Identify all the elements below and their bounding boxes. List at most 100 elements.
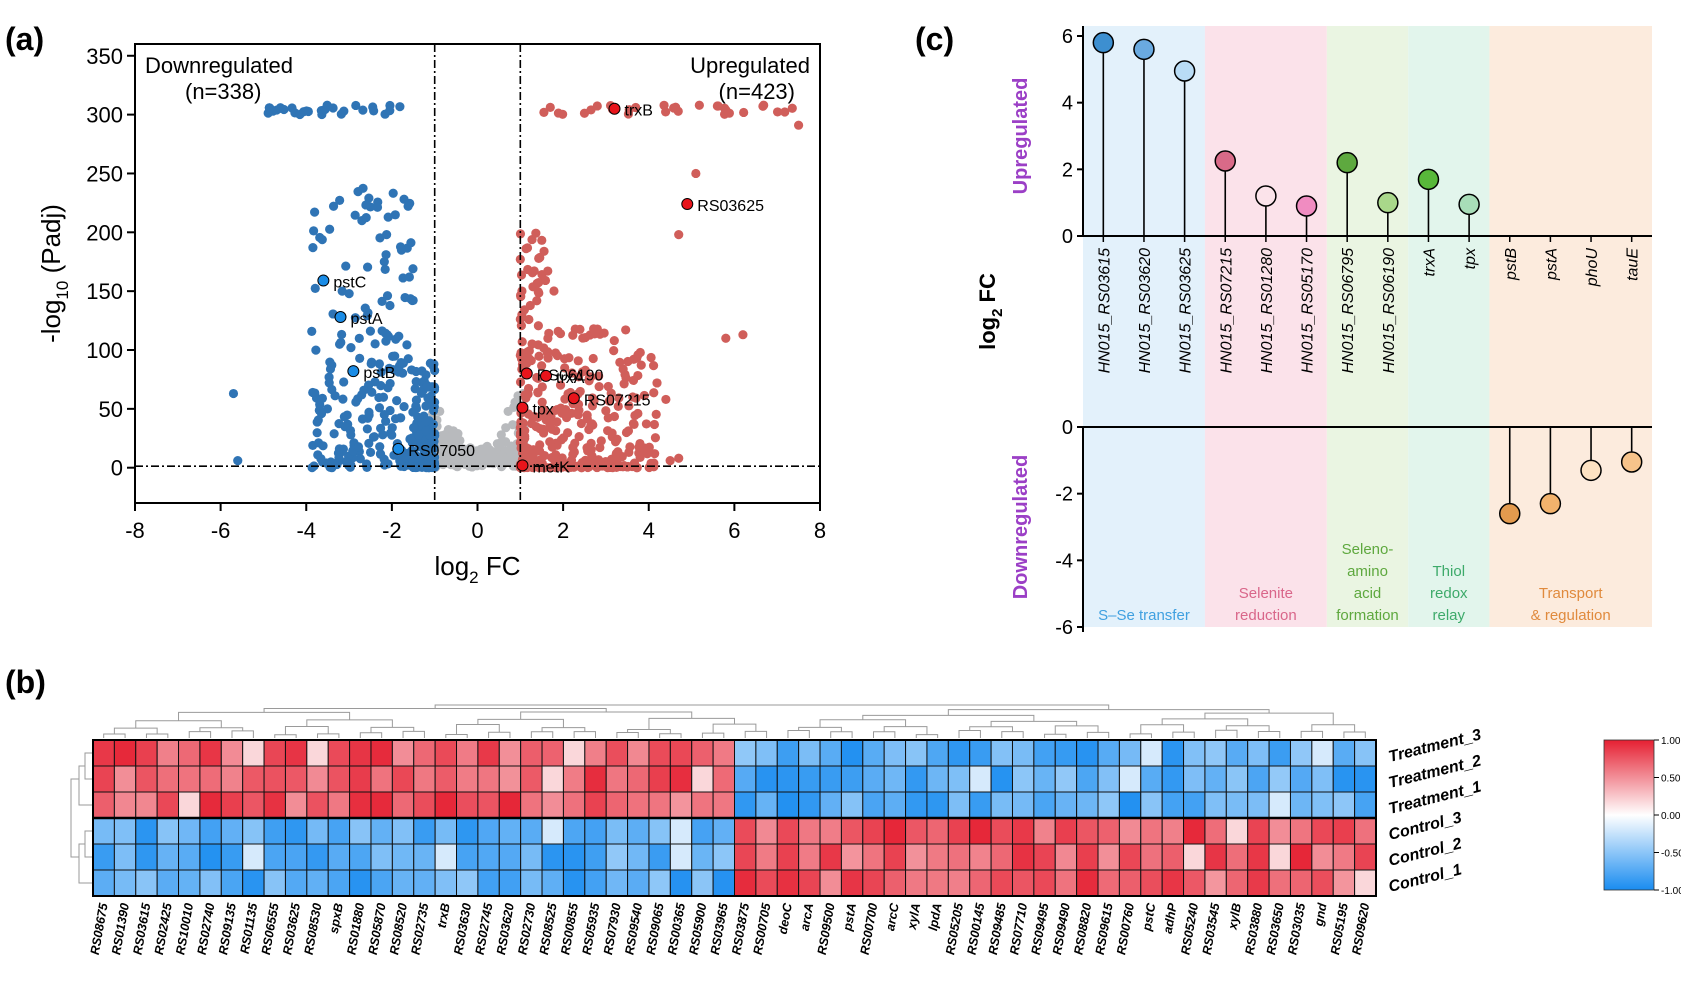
panel-c-label: (c) [915, 21, 954, 57]
point-down [399, 194, 409, 204]
heatmap-cell [135, 817, 158, 845]
y-tick-label: 4 [1062, 93, 1073, 115]
point-down [324, 378, 334, 388]
lollipop-head [1620, 451, 1643, 473]
point-up [611, 462, 622, 472]
x-axis-title: log2 FC [434, 551, 520, 587]
point-up [610, 437, 621, 447]
heatmap-cell [349, 765, 372, 793]
column-label: RS05195 [1328, 901, 1351, 956]
plot-frame [134, 43, 821, 504]
point-up [588, 353, 598, 364]
point-down [378, 430, 388, 440]
highlight-point [317, 274, 330, 287]
y-tick-label: 2 [1062, 159, 1073, 181]
heatmap-cell [92, 817, 115, 845]
column-label: RS09540 [622, 902, 645, 956]
heatmap-cell [220, 791, 244, 819]
heatmap-cell [584, 765, 607, 793]
point-down [334, 339, 345, 349]
heatmap-cell [669, 791, 693, 819]
point-up [567, 368, 577, 378]
point-down [377, 326, 387, 336]
dendrogram-branch [1300, 730, 1324, 738]
point-up [516, 353, 527, 364]
dendrogram-branch [659, 733, 682, 738]
point-down [428, 361, 438, 371]
heatmap-cell [562, 765, 586, 793]
point-down [329, 429, 339, 439]
point-down [385, 100, 395, 111]
point-up [793, 120, 804, 130]
point-ns [477, 454, 487, 464]
dendrogram-branch [231, 730, 254, 738]
heatmap-cell [541, 765, 564, 793]
column-label: RS00145 [965, 901, 988, 956]
heatmap-cell [456, 739, 479, 767]
heatmap-cell [1097, 843, 1120, 871]
heatmap-cell [905, 791, 928, 819]
point-ns [440, 439, 450, 450]
heatmap-cell [370, 765, 393, 793]
dendrogram-branch [1161, 718, 1249, 726]
gene-label: tauE [1625, 248, 1642, 281]
heatmap-cell [1289, 817, 1313, 845]
point-down [318, 441, 328, 451]
heatmap-cell [562, 739, 586, 767]
column-label: pstA [840, 902, 859, 933]
heatmap-cell [1183, 765, 1206, 793]
heatmap-cell [1354, 791, 1377, 819]
lollipop-head [1377, 191, 1399, 214]
heatmap-cell [627, 817, 650, 845]
heatmap-cell [562, 791, 586, 819]
heatmap-cell [306, 791, 329, 819]
heatmap-cell [391, 765, 415, 793]
heatmap-cell [862, 739, 885, 767]
heatmap-cell [798, 739, 821, 767]
dendrogram-branch [1172, 731, 1195, 738]
heatmap-cell [1097, 791, 1120, 819]
lollipop-head [1133, 38, 1155, 61]
y-tick-label: 350 [86, 44, 123, 69]
dendrogram-branch [370, 726, 415, 733]
heatmap-cell [734, 843, 757, 871]
column-label: RS08520 [387, 902, 410, 956]
heatmap-cell [648, 739, 671, 767]
column-label: RS01880 [344, 902, 367, 956]
column-label: RS09500 [815, 902, 838, 956]
point-up [614, 393, 624, 403]
point-up [590, 456, 600, 466]
heatmap-cell [798, 817, 821, 845]
heatmap-cell [1097, 817, 1120, 845]
point-up [609, 335, 619, 346]
heatmap-cell [969, 739, 992, 767]
heatmap-cell [755, 739, 778, 767]
column-label: RS09065 [644, 901, 667, 956]
point-up [594, 371, 604, 381]
heatmap-cell [327, 791, 351, 819]
dendrogram-branch [84, 830, 93, 858]
point-down [392, 395, 402, 406]
point-up [517, 337, 527, 347]
heatmap-cell [327, 869, 351, 897]
heatmap-cell [926, 739, 949, 767]
heatmap-cell [1268, 791, 1291, 819]
point-up [631, 393, 641, 403]
y-tick-label: 0 [1062, 417, 1073, 439]
point-down [372, 202, 383, 212]
heatmap-cell [477, 765, 500, 793]
point-up [594, 381, 604, 392]
column-label: RS03035 [1285, 901, 1308, 956]
heatmap-cell [498, 817, 522, 845]
point-down [388, 188, 398, 198]
column-label: RS03630 [451, 902, 474, 956]
heatmap-cell [1118, 817, 1142, 845]
down-count: (n=338) [185, 79, 261, 104]
heatmap-cell [477, 739, 500, 767]
point-down [376, 449, 386, 460]
lollipop-head [1092, 31, 1115, 54]
y-axis-title-tail: FC [975, 273, 1000, 309]
point-up [539, 462, 550, 473]
point-up [587, 393, 598, 403]
point-down [316, 408, 327, 419]
